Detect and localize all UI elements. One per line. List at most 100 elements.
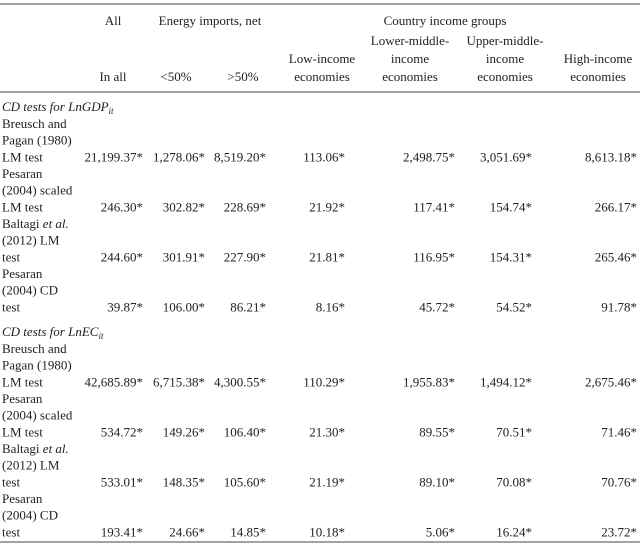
cell-value: 5.06*: [426, 524, 455, 539]
cell-value: 24.66*: [169, 524, 205, 539]
row-label-part: et al.: [43, 441, 69, 456]
cell-value: 89.10*: [419, 474, 455, 489]
cell-value: 6,715.38*: [153, 374, 205, 389]
cell-value: 39.87*: [107, 299, 143, 314]
row-label: Baltagi et al.: [2, 441, 69, 456]
column-header: Low-income: [289, 51, 356, 66]
cell-value: 21.81*: [309, 249, 345, 264]
cell-value: 70.51*: [496, 424, 532, 439]
cell-value: 2,498.75*: [403, 149, 455, 164]
cell-value: 45.72*: [419, 299, 455, 314]
column-header: economies: [477, 69, 533, 84]
cell-value: 2,675.46*: [585, 374, 637, 389]
cell-value: 302.82*: [163, 199, 205, 214]
header-income: Country income groups: [384, 13, 507, 28]
cell-value: 71.46*: [601, 424, 637, 439]
cell-value: 154.31*: [490, 249, 532, 264]
cell-value: 265.46*: [595, 249, 637, 264]
cell-value: 148.35*: [163, 474, 205, 489]
row-label: test: [2, 524, 20, 539]
section-title-text: CD tests for LnEC: [2, 324, 99, 339]
section-title-text: CD tests for LnGDP: [2, 99, 109, 114]
cell-value: 10.18*: [309, 524, 345, 539]
cell-value: 244.60*: [101, 249, 143, 264]
column-header: economies: [382, 69, 438, 84]
column-header: Lower-middle-: [371, 33, 449, 48]
row-label: test: [2, 249, 20, 264]
row-label: LM test: [2, 424, 43, 439]
row-label-part: et al.: [43, 216, 69, 231]
row-label: Pesaran: [2, 491, 43, 506]
row-label: Breusch and: [2, 341, 67, 356]
cell-value: 534.72*: [101, 424, 143, 439]
row-label: (2004) CD: [2, 283, 58, 298]
cell-value: 21.92*: [309, 199, 345, 214]
cell-value: 8.16*: [316, 299, 345, 314]
cell-value: 91.78*: [601, 299, 637, 314]
header-energy: Energy imports, net: [159, 13, 262, 28]
cell-value: 42,685.89*: [85, 374, 144, 389]
cell-value: 106.40*: [224, 424, 266, 439]
cell-value: 110.29*: [303, 374, 345, 389]
row-label: Pesaran: [2, 166, 43, 181]
cell-value: 246.30*: [101, 199, 143, 214]
cell-value: 8,519.20*: [214, 149, 266, 164]
row-label: Pagan (1980): [2, 133, 72, 148]
row-label: Baltagi et al.: [2, 216, 69, 231]
row-label: LM test: [2, 149, 43, 164]
cell-value: 117.41*: [413, 199, 455, 214]
cell-value: 105.60*: [224, 474, 266, 489]
row-label-part: Baltagi: [2, 216, 43, 231]
cell-value: 266.17*: [595, 199, 637, 214]
cell-value: 154.74*: [490, 199, 532, 214]
column-header: In all: [99, 69, 126, 84]
section-title-subscript: it: [109, 106, 115, 116]
cell-value: 54.52*: [496, 299, 532, 314]
row-label: test: [2, 299, 20, 314]
cell-value: 1,278.06*: [153, 149, 205, 164]
row-label: Pagan (1980): [2, 358, 72, 373]
section-title: CD tests for LnECit: [2, 324, 104, 341]
cell-value: 228.69*: [224, 199, 266, 214]
header-all: All: [105, 13, 122, 28]
row-label: LM test: [2, 374, 43, 389]
row-label: Pesaran: [2, 266, 43, 281]
cell-value: 106.00*: [163, 299, 205, 314]
cell-value: 301.91*: [163, 249, 205, 264]
cell-value: 113.06*: [303, 149, 345, 164]
cell-value: 149.26*: [163, 424, 205, 439]
cell-value: 70.76*: [601, 474, 637, 489]
cell-value: 116.95*: [413, 249, 455, 264]
cell-value: 23.72*: [601, 524, 637, 539]
cell-value: 533.01*: [101, 474, 143, 489]
column-header: economies: [294, 69, 350, 84]
cell-value: 8,613.18*: [585, 149, 637, 164]
cell-value: 14.85*: [230, 524, 266, 539]
cell-value: 16.24*: [496, 524, 532, 539]
column-header: economies: [570, 69, 626, 84]
cell-value: 21.30*: [309, 424, 345, 439]
cell-value: 86.21*: [230, 299, 266, 314]
column-header: <50%: [160, 69, 191, 84]
column-header: income: [391, 51, 429, 66]
cell-value: 70.08*: [496, 474, 532, 489]
row-label: test: [2, 474, 20, 489]
row-label: Breusch and: [2, 116, 67, 131]
section-title-subscript: it: [98, 331, 104, 341]
cell-value: 21,199.37*: [85, 149, 144, 164]
cell-value: 1,494.12*: [480, 374, 532, 389]
cell-value: 21.19*: [309, 474, 345, 489]
cell-value: 4,300.55*: [214, 374, 266, 389]
cell-value: 227.90*: [224, 249, 266, 264]
row-label: (2004) scaled: [2, 408, 73, 423]
column-header: income: [486, 51, 524, 66]
row-label: Pesaran: [2, 391, 43, 406]
row-label: (2012) LM: [2, 458, 60, 473]
cell-value: 89.55*: [419, 424, 455, 439]
row-label-part: Baltagi: [2, 441, 43, 456]
column-header: >50%: [227, 69, 258, 84]
row-label: LM test: [2, 199, 43, 214]
row-label: (2004) CD: [2, 508, 58, 523]
column-header: High-income: [564, 51, 633, 66]
